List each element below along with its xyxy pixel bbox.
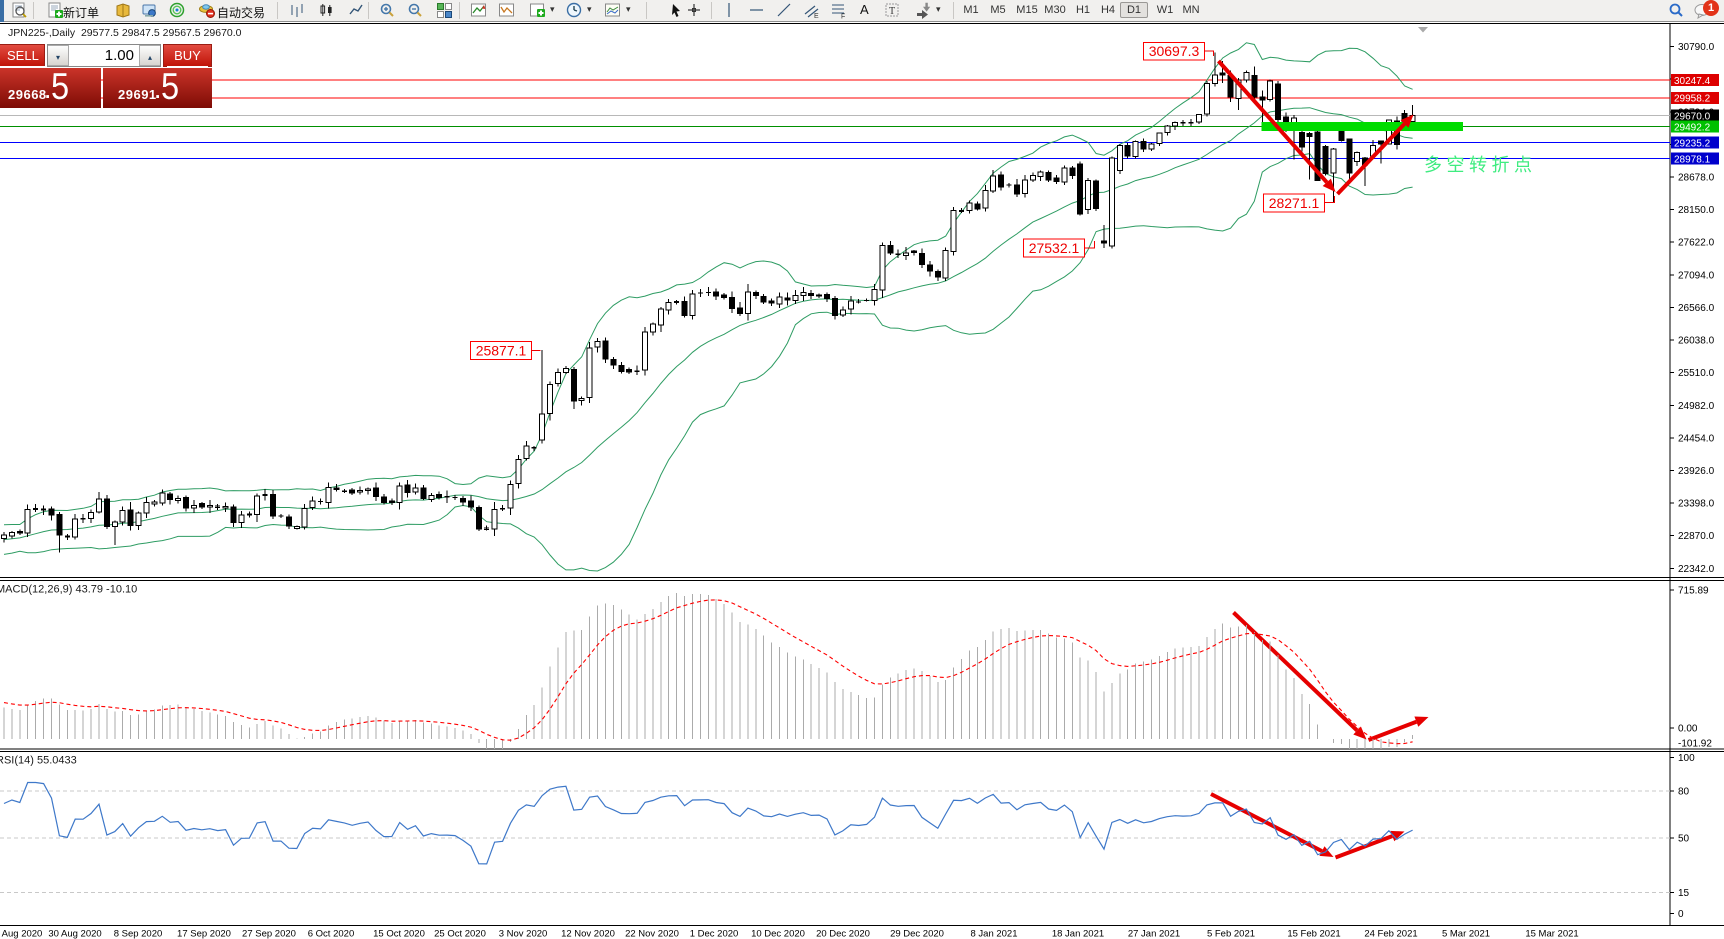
svg-text:29492.2: 29492.2 [1674, 123, 1711, 134]
svg-text:30697.3: 30697.3 [1149, 43, 1200, 59]
svg-text:27094.0: 27094.0 [1678, 270, 1715, 281]
svg-text:23398.0: 23398.0 [1678, 499, 1715, 510]
svg-text:25510.0: 25510.0 [1678, 368, 1715, 379]
svg-text:15 Feb 2021: 15 Feb 2021 [1287, 929, 1340, 939]
svg-text:-101.92: -101.92 [1678, 739, 1712, 750]
svg-text:15: 15 [1678, 888, 1690, 899]
svg-text:100: 100 [1678, 753, 1695, 764]
svg-text:28271.1: 28271.1 [1269, 195, 1320, 211]
svg-text:22 Nov 2020: 22 Nov 2020 [625, 929, 679, 939]
svg-text:50: 50 [1678, 834, 1690, 845]
svg-text:27622.0: 27622.0 [1678, 238, 1715, 249]
svg-text:12 Nov 2020: 12 Nov 2020 [561, 929, 615, 939]
svg-text:15 Oct 2020: 15 Oct 2020 [373, 929, 425, 939]
svg-text:15 Mar 2021: 15 Mar 2021 [1525, 929, 1578, 939]
svg-text:18 Jan 2021: 18 Jan 2021 [1052, 929, 1104, 939]
svg-text:5 Mar 2021: 5 Mar 2021 [1442, 929, 1490, 939]
svg-text:8 Jan 2021: 8 Jan 2021 [970, 929, 1017, 939]
svg-text:6 Oct 2020: 6 Oct 2020 [308, 929, 354, 939]
svg-text:28678.0: 28678.0 [1678, 173, 1715, 184]
svg-text:22342.0: 22342.0 [1678, 564, 1715, 575]
svg-text:3 Nov 2020: 3 Nov 2020 [499, 929, 548, 939]
svg-text:25 Oct 2020: 25 Oct 2020 [434, 929, 486, 939]
svg-text:28150.0: 28150.0 [1678, 205, 1715, 216]
svg-text:Aug 2020: Aug 2020 [2, 929, 43, 939]
svg-text:27 Jan 2021: 27 Jan 2021 [1128, 929, 1180, 939]
svg-text:24982.0: 24982.0 [1678, 401, 1715, 412]
svg-text:29 Dec 2020: 29 Dec 2020 [890, 929, 944, 939]
svg-text:20 Dec 2020: 20 Dec 2020 [816, 929, 870, 939]
svg-text:17 Sep 2020: 17 Sep 2020 [177, 929, 231, 939]
svg-text:30790.0: 30790.0 [1678, 42, 1715, 53]
svg-text:25877.1: 25877.1 [476, 343, 527, 359]
svg-text:E: E [814, 13, 819, 19]
svg-text:30 Aug 2020: 30 Aug 2020 [48, 929, 101, 939]
svg-text:715.89: 715.89 [1678, 586, 1709, 597]
svg-text:27532.1: 27532.1 [1029, 240, 1080, 256]
svg-text:80: 80 [1678, 787, 1690, 798]
svg-text:T: T [889, 6, 895, 17]
svg-text:MACD(12,26,9) 43.79 -10.10: MACD(12,26,9) 43.79 -10.10 [0, 584, 137, 596]
svg-text:RSI(14) 55.0433: RSI(14) 55.0433 [0, 755, 77, 767]
svg-text:多空转折点: 多空转折点 [1424, 155, 1537, 175]
svg-text:24 Feb 2021: 24 Feb 2021 [1364, 929, 1417, 939]
svg-text:23926.0: 23926.0 [1678, 466, 1715, 477]
svg-text:8 Sep 2020: 8 Sep 2020 [114, 929, 163, 939]
svg-text:F: F [841, 14, 845, 20]
svg-text:10 Dec 2020: 10 Dec 2020 [751, 929, 805, 939]
svg-text:0.00: 0.00 [1678, 724, 1698, 735]
svg-text:30247.4: 30247.4 [1674, 76, 1711, 87]
svg-text:26038.0: 26038.0 [1678, 336, 1715, 347]
svg-text:0: 0 [1678, 909, 1684, 920]
svg-text:28978.1: 28978.1 [1674, 154, 1711, 165]
svg-text:22870.0: 22870.0 [1678, 531, 1715, 542]
svg-text:27 Sep 2020: 27 Sep 2020 [242, 929, 296, 939]
svg-text:29958.2: 29958.2 [1674, 94, 1711, 105]
svg-text:1 Dec 2020: 1 Dec 2020 [690, 929, 739, 939]
svg-text:24454.0: 24454.0 [1678, 433, 1715, 444]
svg-text:29670.0: 29670.0 [1674, 112, 1711, 123]
svg-text:29235.2: 29235.2 [1674, 138, 1711, 149]
svg-text:JPN225-,Daily 29577.5 29847.5: JPN225-,Daily 29577.5 29847.5 29567.5 29… [8, 27, 242, 39]
svg-text:5 Feb 2021: 5 Feb 2021 [1207, 929, 1255, 939]
svg-text:26566.0: 26566.0 [1678, 303, 1715, 314]
